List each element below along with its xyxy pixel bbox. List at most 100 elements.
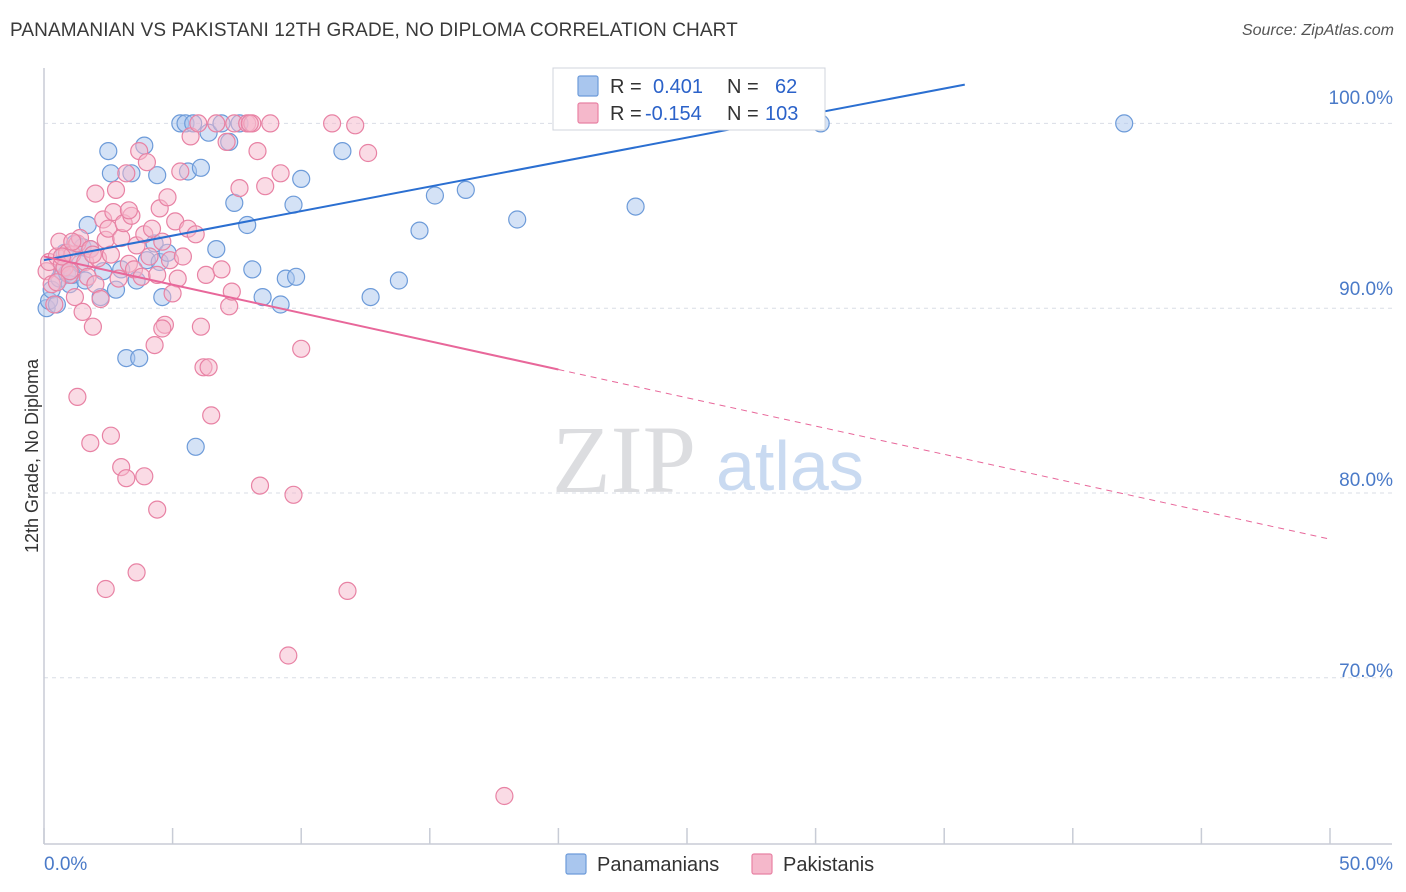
data-point (250, 476, 270, 495)
data-point (148, 500, 167, 519)
data-point (91, 289, 110, 309)
data-point (279, 646, 298, 665)
watermark: ZIP atlas (552, 406, 864, 513)
y-tick-label: 70.0% (1339, 661, 1393, 682)
data-point (173, 247, 192, 266)
data-point (47, 273, 67, 292)
data-point (117, 164, 136, 183)
data-point (191, 317, 210, 336)
data-point (145, 336, 164, 355)
data-point (65, 288, 85, 307)
legend-r-value: 0.401 (653, 76, 703, 98)
data-point (425, 186, 444, 205)
legend-r-label: R = (610, 103, 642, 125)
data-point (96, 579, 115, 599)
bottom-legend-label-pakistanis: Pakistanis (783, 854, 874, 876)
x-tick-label-max: 50.0% (1339, 854, 1393, 875)
legend-n-label: N = (727, 103, 759, 125)
data-point (207, 114, 226, 133)
data-point (189, 114, 208, 133)
legend-swatch-blue (577, 75, 599, 97)
data-point (217, 132, 236, 151)
data-point (626, 197, 645, 216)
data-point (359, 143, 378, 163)
axes (43, 68, 1392, 845)
watermark-zip: ZIP (552, 406, 696, 513)
chart-title: PANAMANIAN VS PAKISTANI 12TH GRADE, NO D… (10, 20, 738, 41)
data-point (292, 339, 311, 358)
data-point (83, 317, 103, 336)
x-ticks (43, 828, 1331, 844)
data-point (83, 245, 103, 264)
data-point (333, 142, 352, 161)
data-point (106, 180, 126, 199)
data-point (323, 114, 342, 133)
legend-r-label: R = (610, 76, 642, 98)
data-point (135, 467, 154, 486)
bottom-legend-label-panamanians: Panamanians (597, 854, 719, 876)
data-point (191, 158, 210, 177)
data-point (238, 215, 257, 235)
data-point (99, 142, 118, 161)
data-point (101, 245, 121, 264)
source-label: Source: ZipAtlas.com (1241, 22, 1394, 39)
series-panamanians (37, 114, 1134, 456)
data-point (456, 180, 475, 199)
data-point (45, 295, 64, 314)
y-tick-labels: 100.0% 90.0% 80.0% 70.0% (1329, 88, 1394, 682)
watermark-atlas: atlas (716, 427, 864, 505)
data-point (163, 284, 182, 303)
data-point (101, 426, 121, 445)
x-tick-label-min: 0.0% (44, 854, 87, 875)
data-point (287, 267, 306, 286)
data-point (230, 179, 249, 198)
gridlines (44, 122, 1392, 679)
data-point (171, 162, 190, 181)
data-point (137, 153, 156, 172)
data-point (68, 387, 87, 406)
legend-box: R = 0.401 N = 62 R = -0.154 N = 103 (552, 67, 826, 131)
data-point (261, 114, 280, 133)
legend-n-label: N = (727, 76, 759, 98)
data-point (508, 210, 527, 229)
series-pakistanis (37, 114, 514, 806)
data-point (410, 221, 429, 240)
data-point (153, 319, 172, 338)
data-point (212, 260, 231, 279)
data-point (158, 188, 177, 207)
data-point (117, 469, 136, 488)
data-point (240, 114, 259, 133)
y-axis-label: 12th Grade, No Diploma (22, 358, 42, 553)
data-point (130, 349, 149, 368)
bottom-legend-swatch-pink (751, 853, 773, 875)
data-point (271, 164, 290, 183)
data-point (495, 786, 514, 806)
data-point (86, 184, 105, 203)
data-point (196, 265, 216, 284)
legend-n-value: 103 (765, 103, 798, 125)
trend-line-solid (43, 255, 559, 371)
y-tick-label: 90.0% (1339, 279, 1393, 300)
legend-swatch-pink (577, 102, 599, 124)
y-tick-label: 100.0% (1329, 88, 1394, 109)
data-point (101, 164, 121, 183)
bottom-legend-swatch-blue (565, 853, 587, 875)
data-point (284, 485, 303, 504)
data-point (140, 247, 159, 266)
bottom-legend: Panamanians Pakistanis (565, 853, 874, 876)
data-point (142, 219, 162, 238)
legend-r-value: -0.154 (645, 103, 702, 125)
data-point (220, 297, 239, 316)
data-point (1115, 114, 1134, 133)
data-point (73, 302, 92, 321)
data-point (186, 225, 205, 244)
data-point (243, 260, 262, 279)
data-point (248, 142, 267, 161)
data-point (60, 262, 79, 281)
data-point (346, 116, 365, 135)
data-point (292, 169, 311, 188)
data-point (202, 406, 221, 425)
x-tick-labels: 0.0% 50.0% (44, 854, 1393, 875)
data-point (148, 166, 167, 185)
